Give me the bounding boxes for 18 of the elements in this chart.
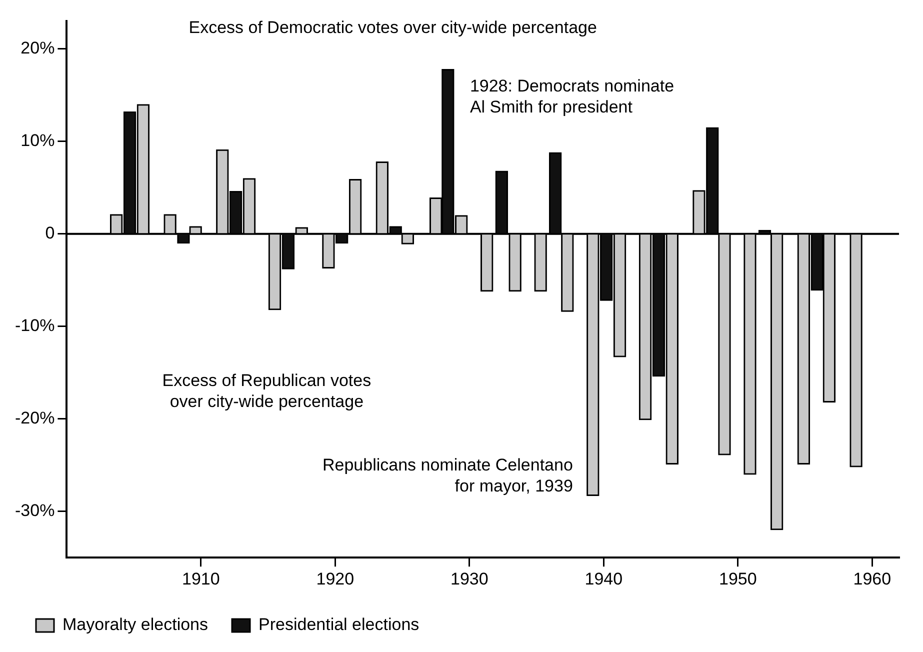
x-tick-label: 1950: [718, 569, 757, 588]
y-tick-label: -10%: [15, 316, 55, 336]
y-tick-label: -20%: [15, 408, 55, 428]
x-tick-label: 1920: [316, 569, 354, 588]
annotation: Republicans nominate Celentano for mayor, 1939: [322, 456, 573, 496]
x-tick-label: 1940: [584, 569, 623, 588]
y-tick-label: -30%: [15, 501, 55, 520]
x-tick-label: 1930: [450, 569, 488, 588]
annotation: Excess of Republican votes over city-wide percentage: [162, 371, 372, 412]
y-tick-label: 20%: [20, 38, 55, 58]
legend-label: Presidential elections: [258, 615, 420, 634]
y-tick-label: 0: [45, 224, 55, 243]
annotation: 1928: Democrats nominate Al Smith for president: [470, 76, 674, 116]
annotation: Excess of Democratic votes over city-wide percentage: [188, 18, 597, 38]
x-tick-label: 1910: [182, 569, 220, 588]
x-tick-label: 1960: [853, 569, 892, 588]
legend-label: Mayoralty elections: [62, 615, 208, 634]
y-tick-label: 10%: [20, 131, 55, 150]
